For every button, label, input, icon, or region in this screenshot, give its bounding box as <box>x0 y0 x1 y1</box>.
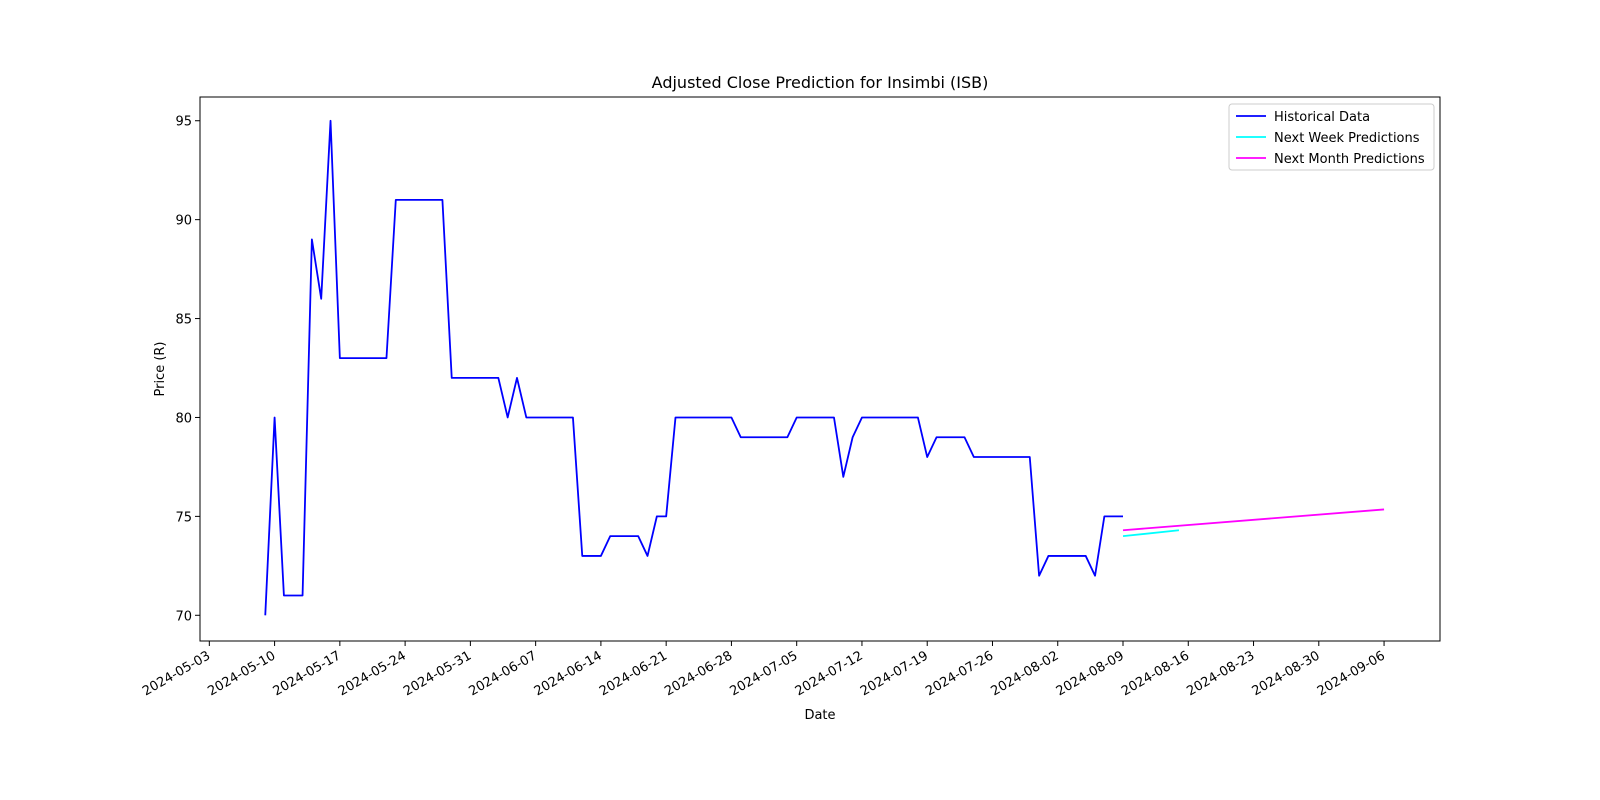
y-tick-label: 80 <box>175 411 192 426</box>
y-axis-label: Price (R) <box>153 341 168 396</box>
y-tick-label: 70 <box>175 609 192 624</box>
plot-lines <box>264 119 1385 616</box>
x-tick-label: 2024-05-24 <box>336 649 409 700</box>
x-tick-label: 2024-05-10 <box>205 649 278 700</box>
legend-entry-1: Next Week Predictions <box>1274 131 1420 146</box>
legend-entry-2: Next Month Predictions <box>1274 152 1425 167</box>
x-tick-label: 2024-05-03 <box>140 649 213 700</box>
y-tick-label: 75 <box>175 510 192 525</box>
x-tick-label: 2024-07-12 <box>793 649 866 700</box>
x-axis: 2024-05-032024-05-102024-05-172024-05-24… <box>140 641 1388 699</box>
x-tick-label: 2024-09-06 <box>1315 649 1388 700</box>
legend: Historical Data Next Week Predictions Next… <box>1228 103 1435 171</box>
series-line-1 <box>1122 529 1180 538</box>
x-tick-label: 2024-05-17 <box>271 649 344 700</box>
x-tick-label: 2024-08-09 <box>1054 649 1127 700</box>
x-tick-label: 2024-06-07 <box>466 649 539 700</box>
y-tick-label: 95 <box>175 115 192 130</box>
x-tick-label: 2024-05-31 <box>401 649 474 700</box>
x-axis-label: Date <box>804 708 835 723</box>
axes-frame <box>199 96 1441 642</box>
x-tick-label: 2024-08-30 <box>1250 649 1323 700</box>
x-tick-label: 2024-07-19 <box>858 649 931 700</box>
x-tick-label: 2024-07-26 <box>923 649 996 700</box>
y-axis: 70 75 80 85 90 95 <box>175 115 200 624</box>
y-tick-label: 90 <box>175 214 192 229</box>
x-tick-label: 2024-07-05 <box>728 649 801 700</box>
x-tick-label: 2024-06-14 <box>532 649 605 700</box>
x-tick-label: 2024-08-02 <box>989 649 1062 700</box>
series-line-0 <box>264 119 1124 616</box>
series-line-2 <box>1122 508 1385 532</box>
x-tick-label: 2024-06-21 <box>597 649 670 700</box>
legend-box <box>1228 103 1435 171</box>
x-tick-label: 2024-06-28 <box>662 649 735 700</box>
legend-entry-0: Historical Data <box>1274 110 1370 125</box>
x-tick-label: 2024-08-16 <box>1119 649 1192 700</box>
y-tick-label: 85 <box>175 313 192 328</box>
x-tick-label: 2024-08-23 <box>1184 649 1257 700</box>
chart-title: Adjusted Close Prediction for Insimbi (I… <box>652 73 989 92</box>
